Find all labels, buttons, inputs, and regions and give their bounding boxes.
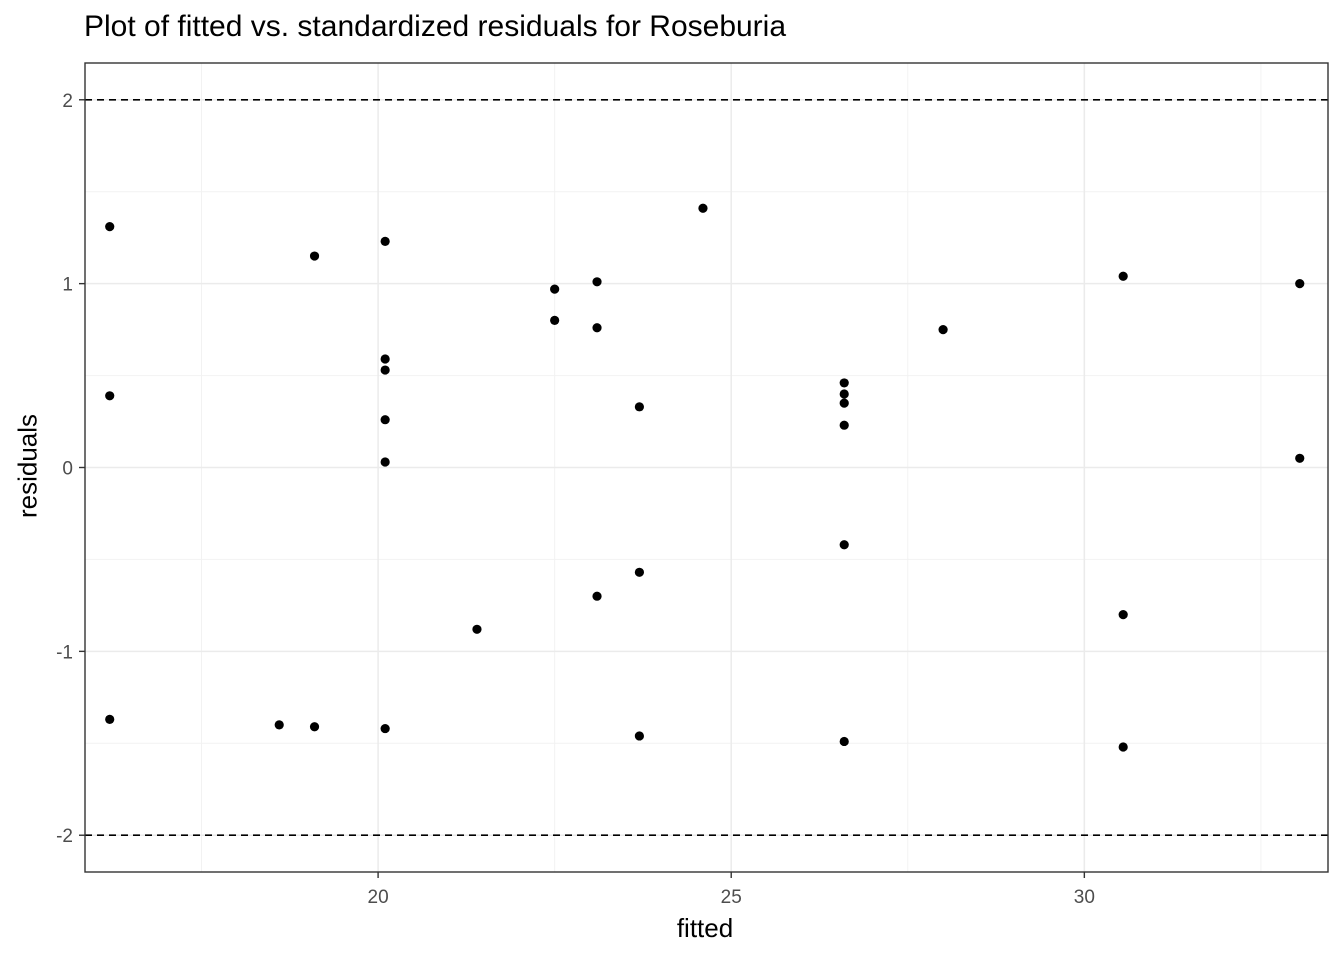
data-point xyxy=(634,402,645,412)
data-point xyxy=(550,315,560,326)
data-points xyxy=(105,203,1305,752)
data-point xyxy=(380,415,390,425)
data-point xyxy=(839,398,849,408)
data-point xyxy=(839,378,849,388)
data-point xyxy=(839,420,849,430)
data-point xyxy=(1118,742,1128,752)
x-tick-label: 30 xyxy=(1074,887,1095,908)
y-tick-label: 2 xyxy=(62,91,73,112)
data-point xyxy=(380,365,390,375)
y-tick-label: -1 xyxy=(56,642,73,663)
data-point xyxy=(839,736,849,747)
data-point xyxy=(105,222,115,232)
chart-title: Plot of fitted vs. standardized residual… xyxy=(84,10,787,43)
data-point xyxy=(698,203,708,213)
y-axis-ticks: -2 -1 0 1 2 xyxy=(56,91,85,847)
x-axis-ticks: 20 25 30 xyxy=(368,872,1095,908)
data-point xyxy=(105,391,115,401)
data-point xyxy=(839,540,849,550)
data-point xyxy=(839,389,849,399)
data-point xyxy=(274,720,284,730)
data-point xyxy=(105,714,115,724)
y-tick-label: 1 xyxy=(62,275,73,296)
data-point xyxy=(309,251,320,261)
data-point xyxy=(634,731,645,741)
data-point xyxy=(309,722,320,732)
data-point xyxy=(380,354,390,364)
y-tick-label: 0 xyxy=(62,459,73,480)
data-point xyxy=(380,236,390,246)
data-point xyxy=(1295,279,1305,289)
x-axis-label: fitted xyxy=(676,913,734,943)
y-tick-label: -2 xyxy=(56,826,73,847)
data-point xyxy=(1118,271,1128,281)
data-point xyxy=(1295,453,1305,463)
reference-lines xyxy=(85,98,1328,837)
data-point xyxy=(938,325,948,335)
data-point xyxy=(380,457,390,467)
data-point xyxy=(380,723,390,734)
data-point xyxy=(592,277,602,287)
data-point xyxy=(550,284,560,294)
data-point xyxy=(472,624,482,634)
data-point xyxy=(634,567,645,577)
x-tick-label: 20 xyxy=(368,887,389,908)
x-tick-label: 25 xyxy=(721,887,742,908)
data-point xyxy=(592,323,602,333)
data-point xyxy=(1118,609,1128,620)
major-gridlines xyxy=(85,63,1328,872)
data-point xyxy=(592,591,602,601)
